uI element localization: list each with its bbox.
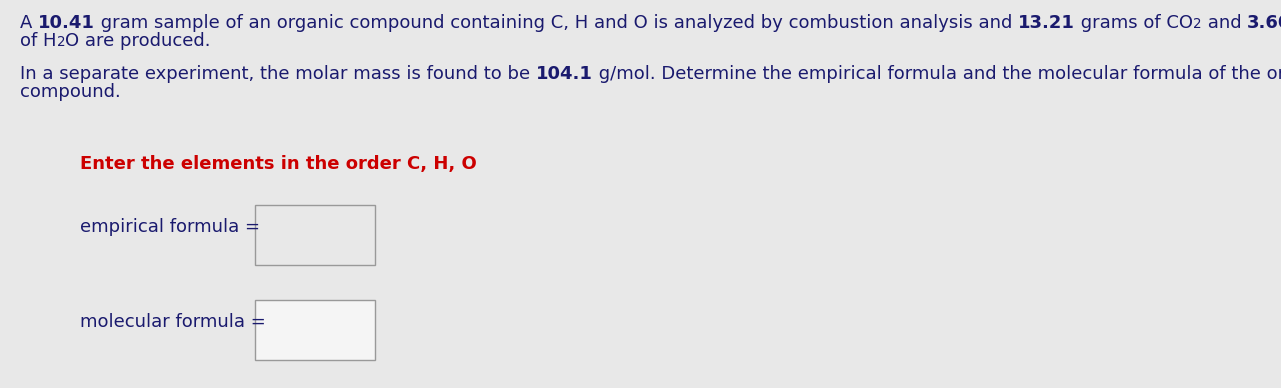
Text: g/mol. Determine the empirical formula and the molecular formula of the organic: g/mol. Determine the empirical formula a… bbox=[593, 65, 1281, 83]
Text: 2: 2 bbox=[56, 35, 65, 49]
Text: O are produced.: O are produced. bbox=[65, 32, 210, 50]
Text: compound.: compound. bbox=[20, 83, 120, 101]
Text: molecular formula =: molecular formula = bbox=[79, 313, 265, 331]
Text: 3.606: 3.606 bbox=[1246, 14, 1281, 32]
Text: 104.1: 104.1 bbox=[535, 65, 593, 83]
Text: 13.21: 13.21 bbox=[1018, 14, 1075, 32]
Text: grams of CO: grams of CO bbox=[1075, 14, 1193, 32]
Bar bbox=[255, 300, 375, 360]
Text: gram sample of an organic compound containing C, H and O is analyzed by combusti: gram sample of an organic compound conta… bbox=[95, 14, 1018, 32]
Text: of H: of H bbox=[20, 32, 56, 50]
Text: 2: 2 bbox=[1193, 17, 1202, 31]
Text: empirical formula =: empirical formula = bbox=[79, 218, 260, 236]
Text: 10.41: 10.41 bbox=[38, 14, 95, 32]
Text: and: and bbox=[1202, 14, 1246, 32]
Text: In a separate experiment, the molar mass is found to be: In a separate experiment, the molar mass… bbox=[20, 65, 535, 83]
Bar bbox=[255, 205, 375, 265]
Text: Enter the elements in the order C, H, O: Enter the elements in the order C, H, O bbox=[79, 155, 477, 173]
Text: A: A bbox=[20, 14, 38, 32]
